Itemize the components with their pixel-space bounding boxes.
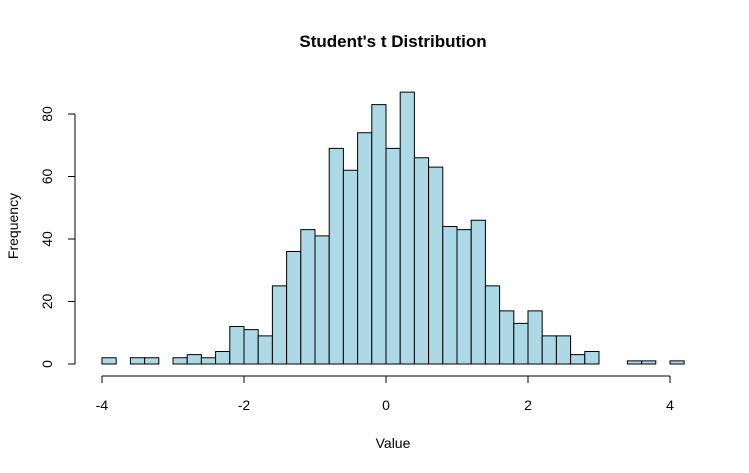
histogram-bar-9 <box>257 335 273 365</box>
y-tick-label-0: 0 <box>39 360 55 368</box>
histogram-bar-4 <box>186 354 202 365</box>
histogram-bar-5 <box>200 357 217 365</box>
histogram-bar-12 <box>300 229 316 365</box>
histogram-bar-28 <box>527 310 543 365</box>
histogram-bar-11 <box>286 251 302 365</box>
histogram-bar-23 <box>456 229 472 365</box>
histogram-bar-29 <box>541 335 557 365</box>
histogram-bar-17 <box>371 104 387 365</box>
histogram-bar-2 <box>144 357 160 365</box>
y-tick-label-4: 80 <box>39 106 55 122</box>
histogram-bar-34 <box>641 360 657 365</box>
x-tick-label-2: 0 <box>382 397 390 413</box>
x-tick-label-1: -2 <box>238 397 251 413</box>
histogram-bar-7 <box>229 326 245 365</box>
histogram-bar-33 <box>626 360 643 365</box>
histogram-bar-0 <box>101 357 117 365</box>
y-axis: 0 20 40 60 80 <box>39 106 76 368</box>
histogram-bar-25 <box>484 285 501 365</box>
histogram-bar-31 <box>570 354 586 365</box>
histogram-bar-10 <box>271 285 288 365</box>
y-tick-label-2: 40 <box>39 231 55 247</box>
y-tick-label-3: 60 <box>39 169 55 185</box>
y-tick-label-1: 20 <box>39 294 55 310</box>
histogram-bar-6 <box>215 351 231 365</box>
histogram-bar-20 <box>413 157 430 365</box>
x-axis: -4 -2 0 2 4 <box>96 375 674 413</box>
chart-title: Student's t Distribution <box>299 32 486 51</box>
histogram-bar-19 <box>399 91 415 365</box>
y-axis-label: Frequency <box>5 193 21 259</box>
histogram-bar-21 <box>428 166 444 365</box>
histogram-bar-13 <box>314 235 330 365</box>
x-axis-label: Value <box>376 435 411 451</box>
histogram-bar-32 <box>584 351 600 365</box>
histogram-bar-18 <box>385 147 401 365</box>
x-tick-label-0: -4 <box>96 397 109 413</box>
histogram-bar-27 <box>513 322 529 365</box>
histogram-bar-1 <box>129 357 146 365</box>
histogram-bar-3 <box>172 357 188 365</box>
histogram-bar-22 <box>442 226 458 365</box>
bars-group <box>101 91 685 365</box>
x-tick-label-4: 4 <box>666 397 674 413</box>
histogram-bar-16 <box>357 132 373 365</box>
x-tick-label-3: 2 <box>524 397 532 413</box>
histogram-bar-14 <box>328 147 344 365</box>
histogram-bar-26 <box>499 310 515 365</box>
histogram-bar-24 <box>470 219 486 365</box>
histogram-bar-30 <box>555 335 572 365</box>
histogram-bar-35 <box>669 360 685 365</box>
histogram-bar-15 <box>342 169 359 365</box>
histogram-bar-8 <box>243 329 259 365</box>
